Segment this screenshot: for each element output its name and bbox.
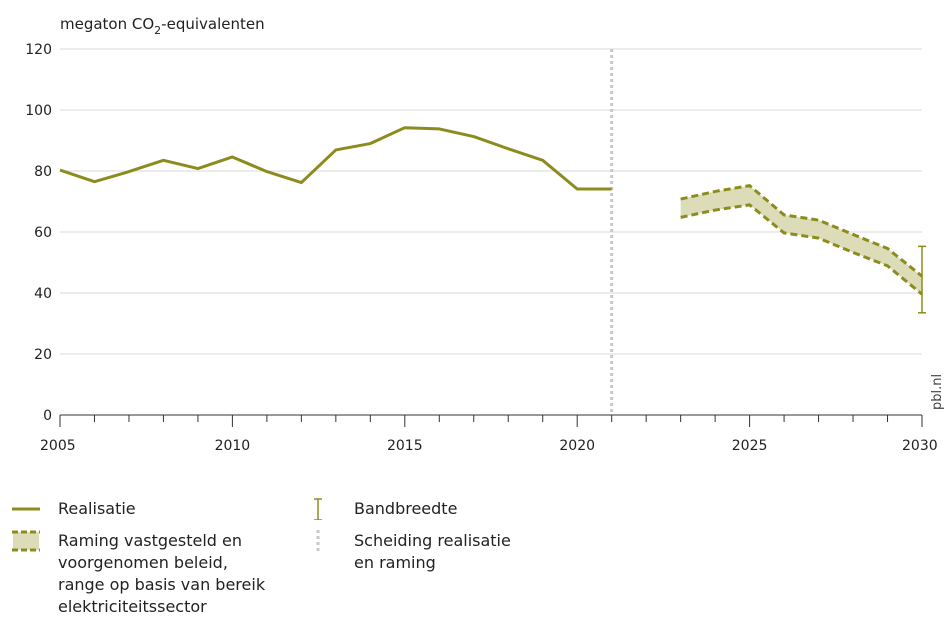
legend-line-icon [12, 507, 40, 511]
y-tick-label: 80 [34, 164, 52, 180]
legend-label-scheiding: Scheiding realisatie en raming [354, 531, 511, 572]
raming-lower-line [680, 203, 923, 296]
y-tick-label: 120 [25, 42, 52, 58]
x-tick-label: 2005 [40, 438, 76, 454]
chart: megaton CO2-equivalenten 0 20 40 60 80 100 120… [25, 15, 945, 454]
legend: Realisatie Raming vastgesteld en voorgen… [0, 490, 945, 623]
y-axis-label: megaton CO2-equivalenten [60, 15, 265, 37]
x-tick-label: 2015 [387, 438, 423, 454]
grid [60, 48, 922, 355]
x-tick-label: 2030 [902, 438, 938, 454]
y-tick-label: 100 [25, 103, 52, 119]
x-tick-label: 2025 [732, 438, 768, 454]
legend-errorbar-icon [314, 498, 322, 520]
credit-label: pbl.nl [930, 374, 945, 410]
y-tick-label: 0 [43, 408, 52, 424]
legend-label-bandbreedte: Bandbreedte [354, 499, 458, 518]
legend-label-raming: Raming vastgesteld en voorgenomen beleid… [58, 531, 266, 616]
legend-item-scheiding: Scheiding realisatie en raming [308, 530, 511, 574]
raming-band [680, 185, 922, 295]
raming-upper-line [680, 184, 923, 278]
y-tick-label: 40 [34, 286, 52, 302]
y-tick-label: 60 [34, 225, 52, 241]
legend-label-realisatie: Realisatie [58, 499, 136, 518]
legend-band-icon [12, 530, 40, 552]
legend-item-realisatie: Realisatie [12, 498, 136, 520]
legend-divider-icon [316, 530, 320, 552]
x-ticks: 2005 2010 2015 2020 2025 2030 [40, 438, 938, 454]
y-ticks: 0 20 40 60 80 100 120 [25, 42, 52, 424]
legend-item-raming: Raming vastgesteld en voorgenomen beleid… [12, 530, 265, 618]
x-axis [59, 414, 923, 427]
x-tick-label: 2010 [215, 438, 251, 454]
y-tick-label: 20 [34, 347, 52, 363]
x-tick-label: 2020 [559, 438, 595, 454]
realisatie-line [59, 126, 612, 191]
bandbreedte-errorbar [918, 245, 926, 314]
legend-item-bandbreedte: Bandbreedte [308, 498, 457, 520]
